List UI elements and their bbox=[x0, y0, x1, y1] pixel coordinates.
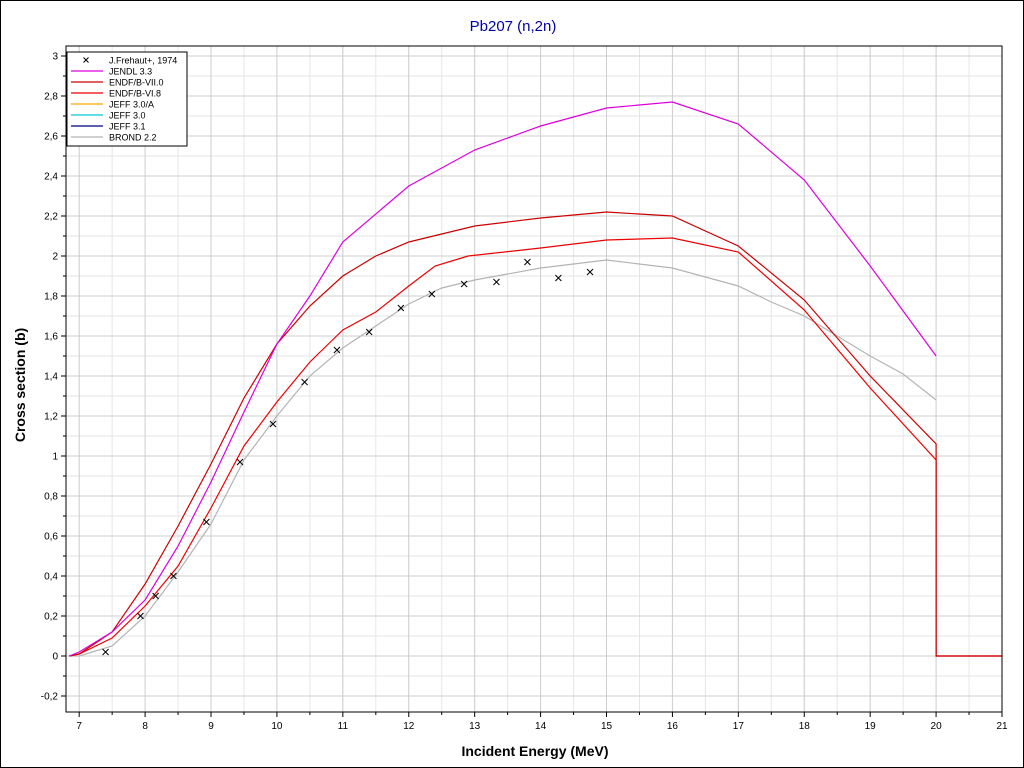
y-tick-label: 0,4 bbox=[44, 572, 58, 583]
y-tick-label: 0,2 bbox=[44, 612, 58, 623]
legend-label: JENDL 3.3 bbox=[109, 67, 152, 77]
axis-ticks: 7 8 9 10 11 12 13 14 15 16 17 18 19 20 21-0,200,20,40,… bbox=[41, 52, 1008, 733]
legend-label: JEFF 3.0/A bbox=[109, 100, 154, 110]
series-line bbox=[69, 211, 1002, 657]
x-axis-label: Incident Energy (MeV) bbox=[461, 743, 608, 759]
y-tick-label: 2,4 bbox=[44, 172, 58, 183]
y-tick-label: 0 bbox=[52, 652, 58, 663]
data-point bbox=[301, 378, 308, 386]
y-tick-label: 0,8 bbox=[44, 492, 58, 503]
legend-label: J.Frehaut+, 1974 bbox=[109, 56, 177, 66]
data-point bbox=[102, 648, 109, 656]
x-tick-label: 16 bbox=[667, 721, 679, 732]
legend-label: JEFF 3.0 bbox=[109, 111, 146, 121]
data-point bbox=[170, 572, 177, 580]
plot-area-border bbox=[65, 45, 1003, 713]
x-tick-label: 7 bbox=[76, 721, 82, 732]
data-point bbox=[203, 518, 210, 526]
legend-marker bbox=[83, 57, 89, 63]
y-tick-label: 0,6 bbox=[44, 532, 58, 543]
data-point bbox=[236, 458, 244, 466]
data-point bbox=[152, 592, 159, 600]
grid bbox=[66, 46, 1003, 712]
y-tick-label: 2,8 bbox=[44, 92, 58, 103]
x-tick-label: 11 bbox=[338, 721, 349, 732]
y-tick-label: -0,2 bbox=[41, 692, 59, 703]
x-tick-label: 13 bbox=[469, 721, 481, 732]
y-tick-label: 1,8 bbox=[44, 292, 58, 303]
x-tick-label: 19 bbox=[865, 721, 877, 732]
series-line bbox=[69, 259, 937, 657]
data-point bbox=[428, 290, 436, 298]
legend-box bbox=[66, 51, 188, 147]
data-point bbox=[269, 420, 277, 428]
x-tick-label: 9 bbox=[208, 721, 214, 732]
y-tick-label: 2 bbox=[52, 252, 58, 263]
x-tick-label: 21 bbox=[996, 721, 1008, 732]
series-line bbox=[69, 101, 937, 657]
x-tick-label: 14 bbox=[535, 721, 547, 732]
legend-label: JEFF 3.1 bbox=[109, 122, 146, 132]
y-tick-label: 2,6 bbox=[44, 132, 58, 143]
y-tick-label: 1,4 bbox=[44, 372, 58, 383]
y-tick-label: 1,2 bbox=[44, 412, 58, 423]
y-axis-label: Cross section (b) bbox=[12, 328, 28, 442]
data-point bbox=[524, 258, 531, 266]
y-tick-label: 1,6 bbox=[44, 332, 58, 343]
series-line bbox=[69, 237, 1002, 657]
data-point bbox=[555, 274, 562, 282]
data-point bbox=[586, 268, 594, 276]
chart-title: Pb207 (n,2n) bbox=[470, 18, 557, 35]
y-tick-label: 3 bbox=[52, 52, 58, 63]
x-tick-label: 10 bbox=[271, 721, 283, 732]
legend-label: ENDF/B-VI.8 bbox=[109, 89, 161, 99]
y-tick-label: 2,2 bbox=[44, 212, 58, 223]
y-tick-label: 1 bbox=[52, 452, 58, 463]
x-tick-label: 12 bbox=[403, 721, 415, 732]
x-tick-label: 17 bbox=[733, 721, 745, 732]
legend-label: ENDF/B-VII.0 bbox=[109, 78, 164, 88]
x-tick-label: 15 bbox=[601, 721, 613, 732]
data-point bbox=[365, 328, 373, 336]
plot-series bbox=[69, 101, 1002, 657]
data-point bbox=[493, 278, 500, 286]
data-point bbox=[333, 346, 341, 354]
x-tick-label: 20 bbox=[931, 721, 943, 732]
legend-label: BROND 2.2 bbox=[109, 133, 157, 143]
data-point bbox=[397, 304, 405, 312]
data-point bbox=[137, 612, 144, 620]
data-point bbox=[460, 280, 468, 288]
x-tick-label: 18 bbox=[799, 721, 811, 732]
x-tick-label: 8 bbox=[142, 721, 148, 732]
